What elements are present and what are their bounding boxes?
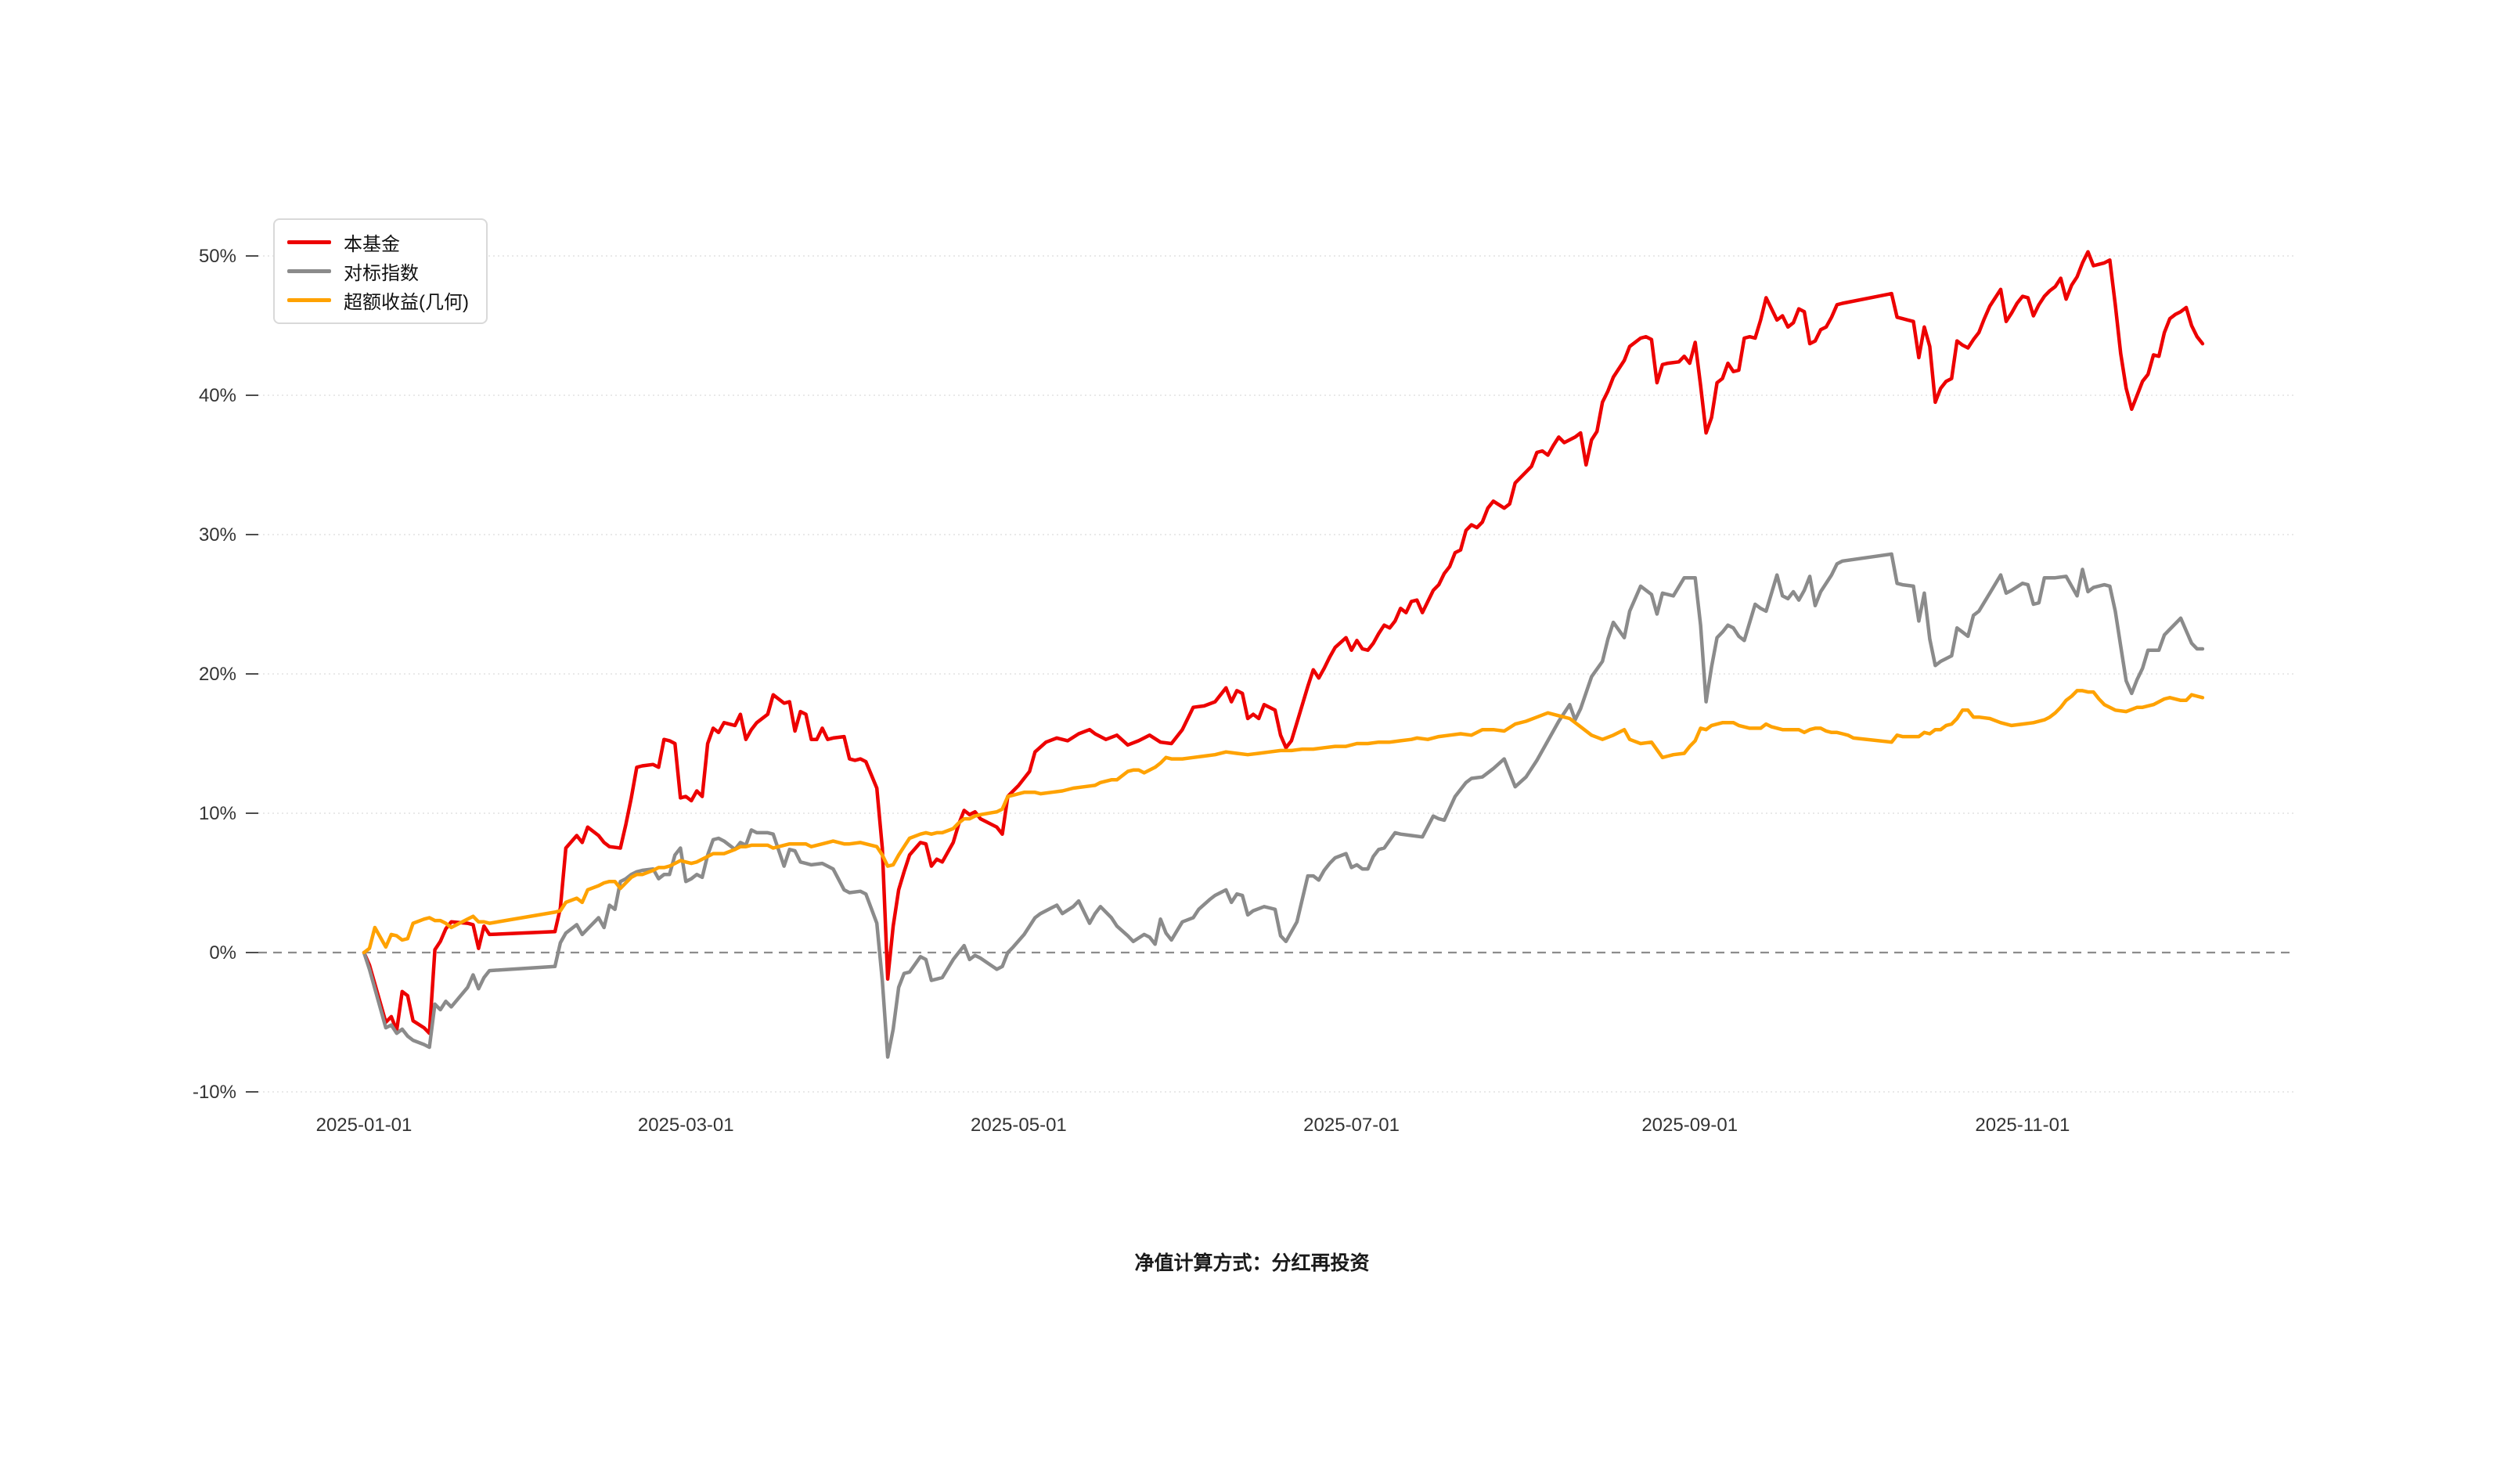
series-line-benchmark[interactable] [362,552,2205,1059]
x-axis-label: 2025-01-01 [316,1115,413,1136]
x-axis-label: 2025-07-01 [1303,1115,1400,1136]
x-axis-label: 2025-09-01 [1641,1115,1738,1136]
y-axis-label: 0% [209,942,236,964]
legend-line-swatch [287,298,331,302]
y-axis-label: 10% [199,803,236,824]
y-axis-label: -10% [193,1082,236,1103]
legend-label: 超额收益(几何) [344,292,469,313]
legend-item-fund[interactable]: 本基金 [287,228,469,257]
y-axis-label: 30% [199,524,236,546]
legend-label: 对标指数 [344,263,419,284]
y-axis-label: 20% [199,664,236,685]
legend-line-swatch [287,269,331,273]
legend-label: 本基金 [344,234,400,255]
legend-item-excess-return[interactable]: 超额收益(几何) [287,286,469,315]
series-line-excess-return[interactable] [362,689,2205,955]
nav-calculation-caption: 净值计算方式：分红再投资 [1134,1252,1370,1274]
y-axis-label: 50% [199,246,236,267]
chart-legend: 本基金对标指数超额收益(几何) [273,218,488,324]
legend-line-swatch [287,240,331,244]
y-axis-label: 40% [199,385,236,406]
legend-item-benchmark[interactable]: 对标指数 [287,257,469,286]
x-axis-label: 2025-05-01 [971,1115,1067,1136]
x-axis-label: 2025-03-01 [638,1115,734,1136]
x-axis-label: 2025-11-01 [1975,1115,2070,1136]
series-line-fund[interactable] [362,250,2205,1036]
